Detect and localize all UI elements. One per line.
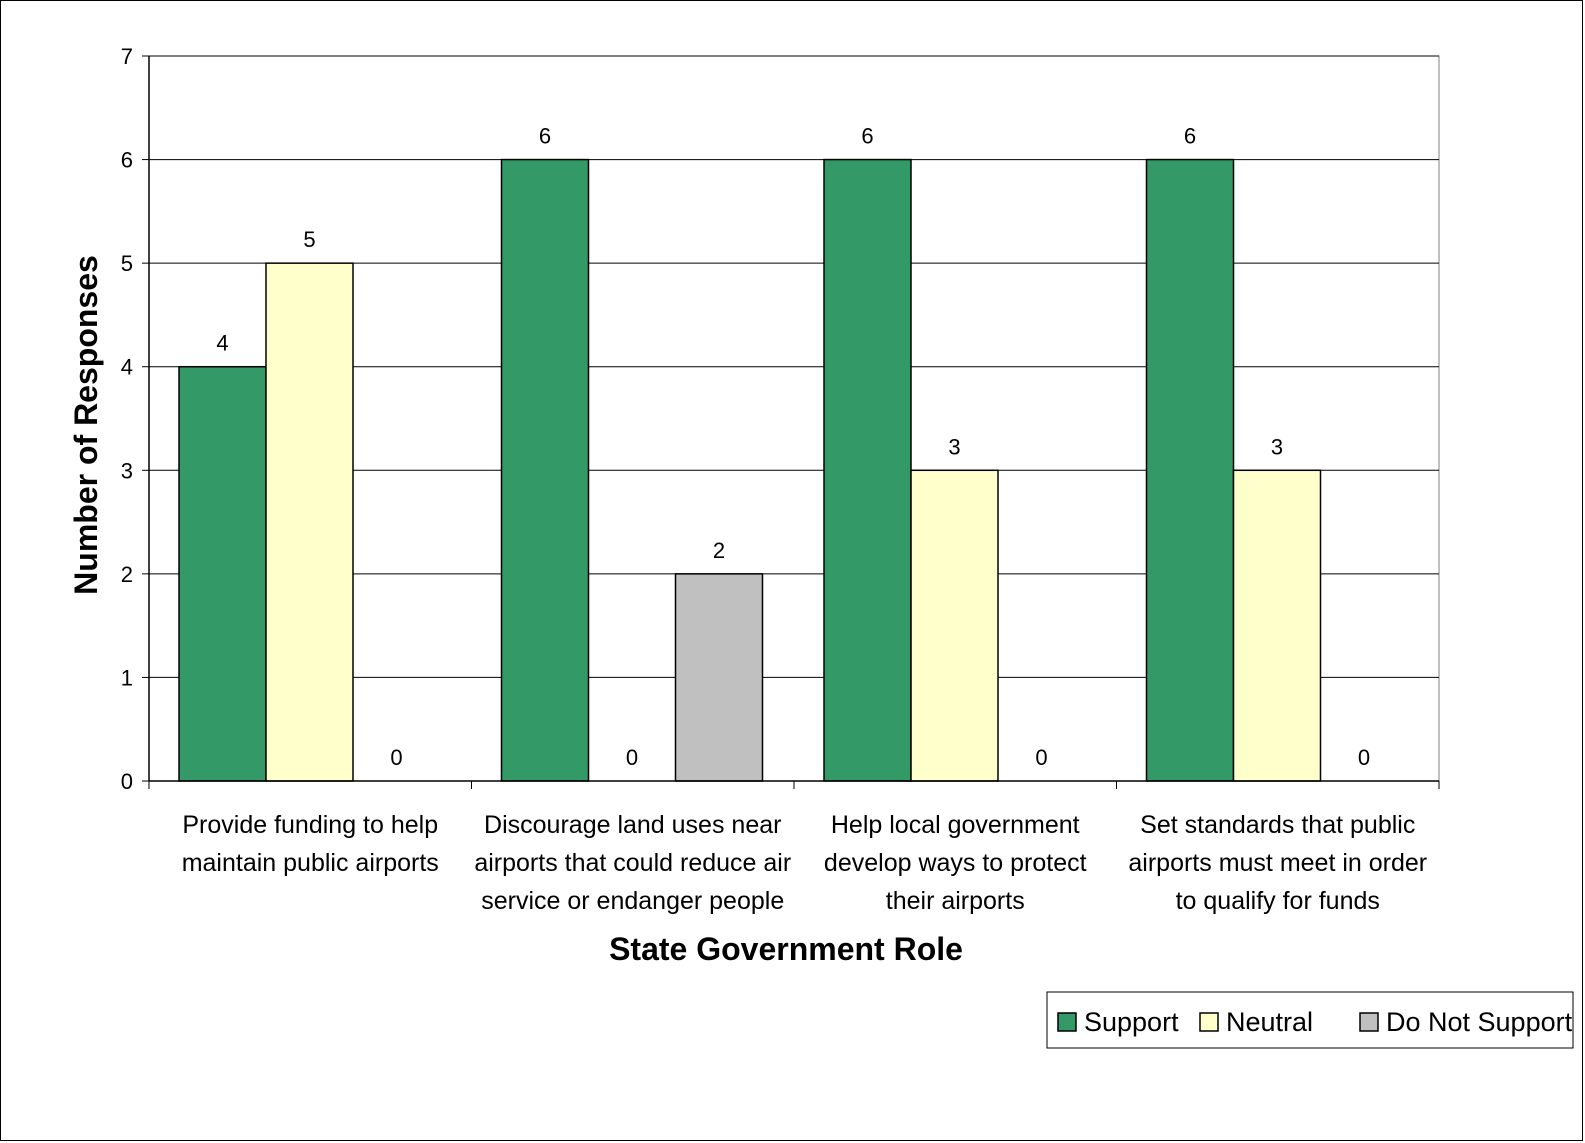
labels: 0 1 2 3 4 5 6 7 4 5 0 Provide funding to help mainta… <box>121 44 1427 915</box>
legend-label: Neutral <box>1226 1007 1313 1037</box>
y-tick-label: 5 <box>121 251 133 276</box>
legend-box <box>1046 991 1574 1049</box>
legend-label: Do Not Support <box>1386 1007 1573 1037</box>
bar <box>1145 158 1235 782</box>
data-label: 3 <box>1271 434 1283 459</box>
data-label: 0 <box>1358 745 1370 770</box>
data-label: 0 <box>390 745 402 770</box>
data-label: 0 <box>1035 745 1047 770</box>
axes <box>142 55 1440 789</box>
legend-swatch <box>1057 1012 1077 1032</box>
x-tick-label: Provide funding to help maintain public a… <box>182 811 439 877</box>
y-tick-label: 0 <box>121 769 133 794</box>
x-tick-label: Help local government develop ways to pro… <box>824 811 1087 915</box>
data-label: 3 <box>948 434 960 459</box>
bar <box>500 158 590 782</box>
data-label: 6 <box>861 124 873 149</box>
y-tick-label: 2 <box>121 562 133 587</box>
y-tick-label: 6 <box>121 148 133 173</box>
y-axis-title: Number of Responses <box>68 255 104 595</box>
legend: Support Neutral Do Not Support <box>1046 991 1574 1049</box>
data-label: 6 <box>539 124 551 149</box>
data-label: 0 <box>626 745 638 770</box>
bar <box>265 262 354 782</box>
bar <box>823 158 912 782</box>
data-label: 4 <box>216 331 228 356</box>
x-tick-label: Discourage land uses near airports that c… <box>474 811 791 915</box>
x-axis-title: State Government Role <box>609 931 963 967</box>
y-tick-label: 3 <box>121 458 133 483</box>
bar <box>674 573 764 782</box>
data-label: 5 <box>303 227 315 252</box>
bar <box>178 365 267 782</box>
y-tick-label: 7 <box>121 44 133 69</box>
bars <box>178 158 1322 782</box>
data-label: 6 <box>1184 124 1196 149</box>
bar <box>910 469 999 782</box>
x-tick-label: Set standards that public airports must m… <box>1128 811 1427 915</box>
bar <box>1232 469 1322 782</box>
data-label: 2 <box>713 538 725 563</box>
legend-swatch <box>1199 1012 1219 1032</box>
y-tick-label: 1 <box>121 665 133 690</box>
legend-label: Support <box>1084 1007 1179 1037</box>
legend-swatch <box>1359 1012 1379 1032</box>
y-tick-label: 4 <box>121 355 133 380</box>
